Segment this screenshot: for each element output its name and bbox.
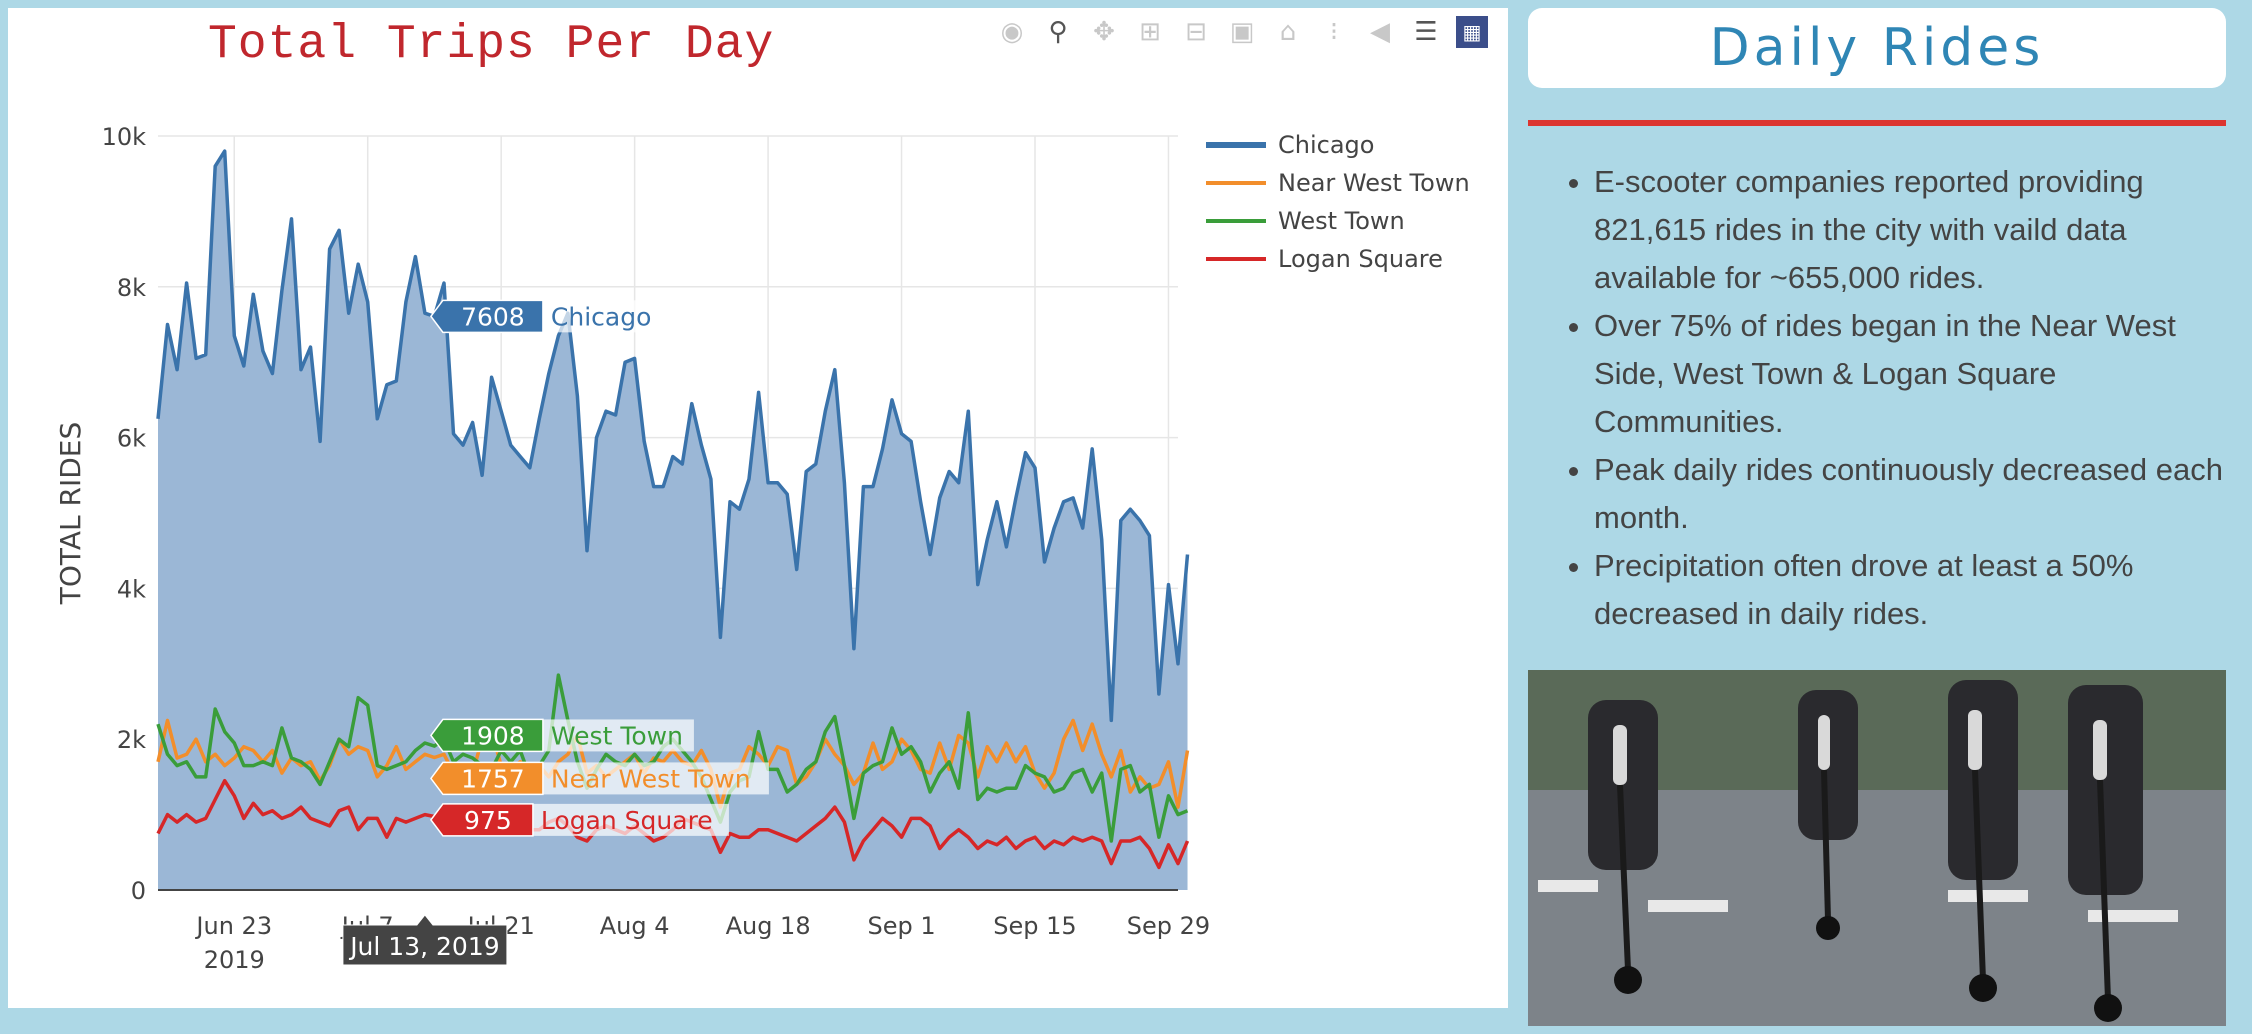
hover-name-box <box>542 300 664 333</box>
y-tick-label: 4k <box>117 575 146 603</box>
chart-legend: Chicago Near West Town West Town Logan S… <box>1206 126 1470 278</box>
pan-icon[interactable]: ✥ <box>1093 17 1115 47</box>
y-tick-label: 6k <box>117 425 146 453</box>
scooter-riders-photo <box>1528 670 2226 1026</box>
hover-value: 1908 <box>461 721 525 750</box>
hover-name-box <box>532 803 729 836</box>
hover-closest-icon[interactable]: ◀ <box>1370 17 1390 47</box>
legend-label: Near West Town <box>1278 169 1470 197</box>
legend-label: Chicago <box>1278 131 1375 159</box>
zoom-in-icon[interactable]: ⊞ <box>1139 17 1161 47</box>
y-axis-label: TOTAL RIDES <box>54 422 87 605</box>
legend-item-chicago[interactable]: Chicago <box>1206 126 1470 164</box>
hover-value: 7608 <box>461 302 525 331</box>
hover-name-box <box>542 719 694 752</box>
modebar: ◉ ⚲ ✥ ⊞ ⊟ ▣ ⌂ ⁝ ◀ ☰ ▦ <box>996 16 1488 48</box>
legend-swatch <box>1206 219 1266 223</box>
hover-compare-icon[interactable]: ☰ <box>1414 17 1438 47</box>
info-panel: Daily Rides E-scooter companies reported… <box>1528 8 2228 1026</box>
legend-label: Logan Square <box>1278 245 1443 273</box>
series-line-chicago <box>156 149 1190 723</box>
x-tick-label: Aug 18 <box>726 912 811 940</box>
panel-title: Daily Rides <box>1709 18 2045 78</box>
legend-item-west-town[interactable]: West Town <box>1206 202 1470 240</box>
legend-swatch <box>1206 257 1266 261</box>
hover-value: 975 <box>464 806 512 835</box>
x-tick-label: Aug 4 <box>600 912 670 940</box>
legend-swatch <box>1206 142 1266 148</box>
legend-item-near-west-town[interactable]: Near West Town <box>1206 164 1470 202</box>
hover-date-box <box>342 914 508 966</box>
x-tick-label: Sep 15 <box>993 912 1076 940</box>
y-tick-label: 0 <box>131 877 146 905</box>
y-tick-label: 10k <box>102 123 147 151</box>
x-tick-year: 2019 <box>204 946 265 974</box>
bullet-item: Peak daily rides continuously decreased … <box>1594 446 2252 542</box>
divider <box>1528 120 2226 126</box>
bullet-item: Over 75% of rides began in the Near West… <box>1594 302 2252 446</box>
bullet-item: E-scooter companies reported providing 8… <box>1594 158 2252 302</box>
bullet-item: Precipitation often drove at least a 50%… <box>1594 542 2252 638</box>
hover-date-label: Jul 13, 2019 <box>348 932 499 961</box>
chart-title: Total Trips Per Day <box>208 18 775 72</box>
x-tick-label: Sep 1 <box>867 912 935 940</box>
panel-title-box: Daily Rides <box>1528 8 2226 88</box>
home-icon[interactable]: ⌂ <box>1279 17 1297 47</box>
hover-name-box <box>542 762 769 795</box>
spike-lines-icon[interactable]: ⁝ <box>1329 17 1339 47</box>
legend-item-logan-square[interactable]: Logan Square <box>1206 240 1470 278</box>
hover-name: Chicago <box>551 302 651 331</box>
hover-name: Logan Square <box>541 806 713 835</box>
legend-swatch <box>1206 181 1266 185</box>
y-tick-label: 2k <box>117 726 146 754</box>
x-tick-label: Sep 29 <box>1127 912 1210 940</box>
hover-name: Near West Town <box>551 764 751 793</box>
x-tick-label: Jun 23 <box>194 912 272 940</box>
hover-value: 1757 <box>461 764 525 793</box>
bullet-list: E-scooter companies reported providing 8… <box>1548 158 2252 638</box>
series-area-chicago <box>158 151 1188 891</box>
zoom-icon[interactable]: ⚲ <box>1048 17 1068 47</box>
legend-label: West Town <box>1278 207 1405 235</box>
y-tick-label: 8k <box>117 274 146 302</box>
zoom-out-icon[interactable]: ⊟ <box>1185 17 1207 47</box>
hover-name: West Town <box>551 721 683 750</box>
camera-icon[interactable]: ◉ <box>1000 17 1024 47</box>
plotly-logo-icon[interactable]: ▦ <box>1456 16 1488 48</box>
autoscale-icon[interactable]: ▣ <box>1229 17 1255 47</box>
